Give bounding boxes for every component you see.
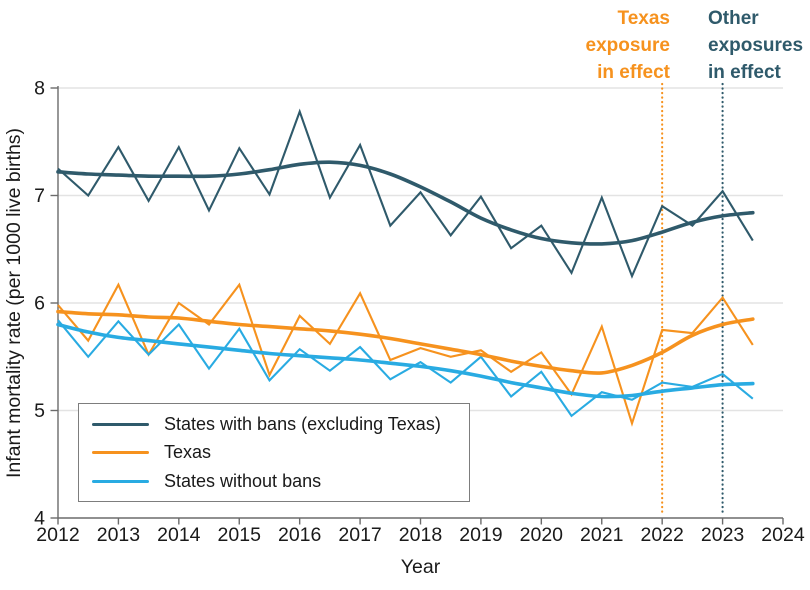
legend-item-bans: States with bans (excluding Texas) bbox=[79, 410, 469, 439]
x-tick-label: 2022 bbox=[640, 524, 683, 546]
x-tick-label: 2012 bbox=[36, 524, 79, 546]
series-line-texas-smooth bbox=[56, 309, 755, 375]
annotation-other-line1: Other bbox=[708, 8, 759, 29]
series-line-texas-raw bbox=[57, 282, 754, 427]
x-tick-label: 2014 bbox=[157, 524, 201, 546]
annotation-texas-line3: in effect bbox=[597, 62, 670, 83]
annotation-texas-exposure: Texas exposure in effect bbox=[586, 5, 670, 86]
series-line-bans-raw bbox=[57, 108, 754, 279]
legend-swatch-texas bbox=[92, 451, 149, 455]
series-line-nobans-smooth bbox=[56, 322, 755, 399]
x-tick-label: 2013 bbox=[97, 524, 140, 546]
y-axis-title: Infant mortality rate (per 1000 live bir… bbox=[3, 128, 25, 478]
legend-label-nobans: States without bans bbox=[164, 470, 322, 491]
legend-label-bans: States with bans (excluding Texas) bbox=[164, 413, 441, 434]
legend-item-texas: Texas bbox=[79, 439, 469, 468]
annotation-other-exposures: Other exposures in effect bbox=[708, 5, 803, 86]
x-tick-label: 2024 bbox=[761, 524, 805, 546]
legend-swatch-nobans bbox=[92, 479, 149, 483]
x-tick-label: 2018 bbox=[399, 524, 442, 546]
legend-item-nobans: States without bans bbox=[79, 467, 469, 496]
y-tick-label: 4 bbox=[34, 508, 45, 530]
series-line-bans-smooth bbox=[56, 160, 755, 246]
x-tick-label: 2016 bbox=[278, 524, 321, 546]
legend-swatch-bans bbox=[92, 422, 149, 426]
y-tick-label: 7 bbox=[34, 185, 45, 207]
x-tick-label: 2023 bbox=[701, 524, 744, 546]
annotation-other-line3: in effect bbox=[708, 62, 781, 83]
x-tick-label: 2015 bbox=[218, 524, 262, 546]
x-tick-label: 2021 bbox=[580, 524, 623, 546]
x-tick-label: 2017 bbox=[338, 524, 381, 546]
legend-label-texas: Texas bbox=[164, 442, 212, 463]
y-tick-label: 8 bbox=[34, 78, 45, 100]
y-tick-label: 5 bbox=[34, 400, 45, 422]
x-tick-label: 2019 bbox=[459, 524, 502, 546]
x-axis-title: Year bbox=[401, 556, 441, 578]
series-line-nobans-raw bbox=[57, 319, 754, 418]
y-tick-label: 6 bbox=[34, 293, 45, 315]
annotation-texas-line1: Texas bbox=[617, 8, 670, 29]
annotation-texas-line2: exposure bbox=[585, 35, 670, 56]
annotation-other-line2: exposures bbox=[708, 35, 804, 56]
x-tick-label: 2020 bbox=[520, 524, 564, 546]
legend-box: States with bans (excluding Texas) Texas… bbox=[78, 403, 470, 502]
